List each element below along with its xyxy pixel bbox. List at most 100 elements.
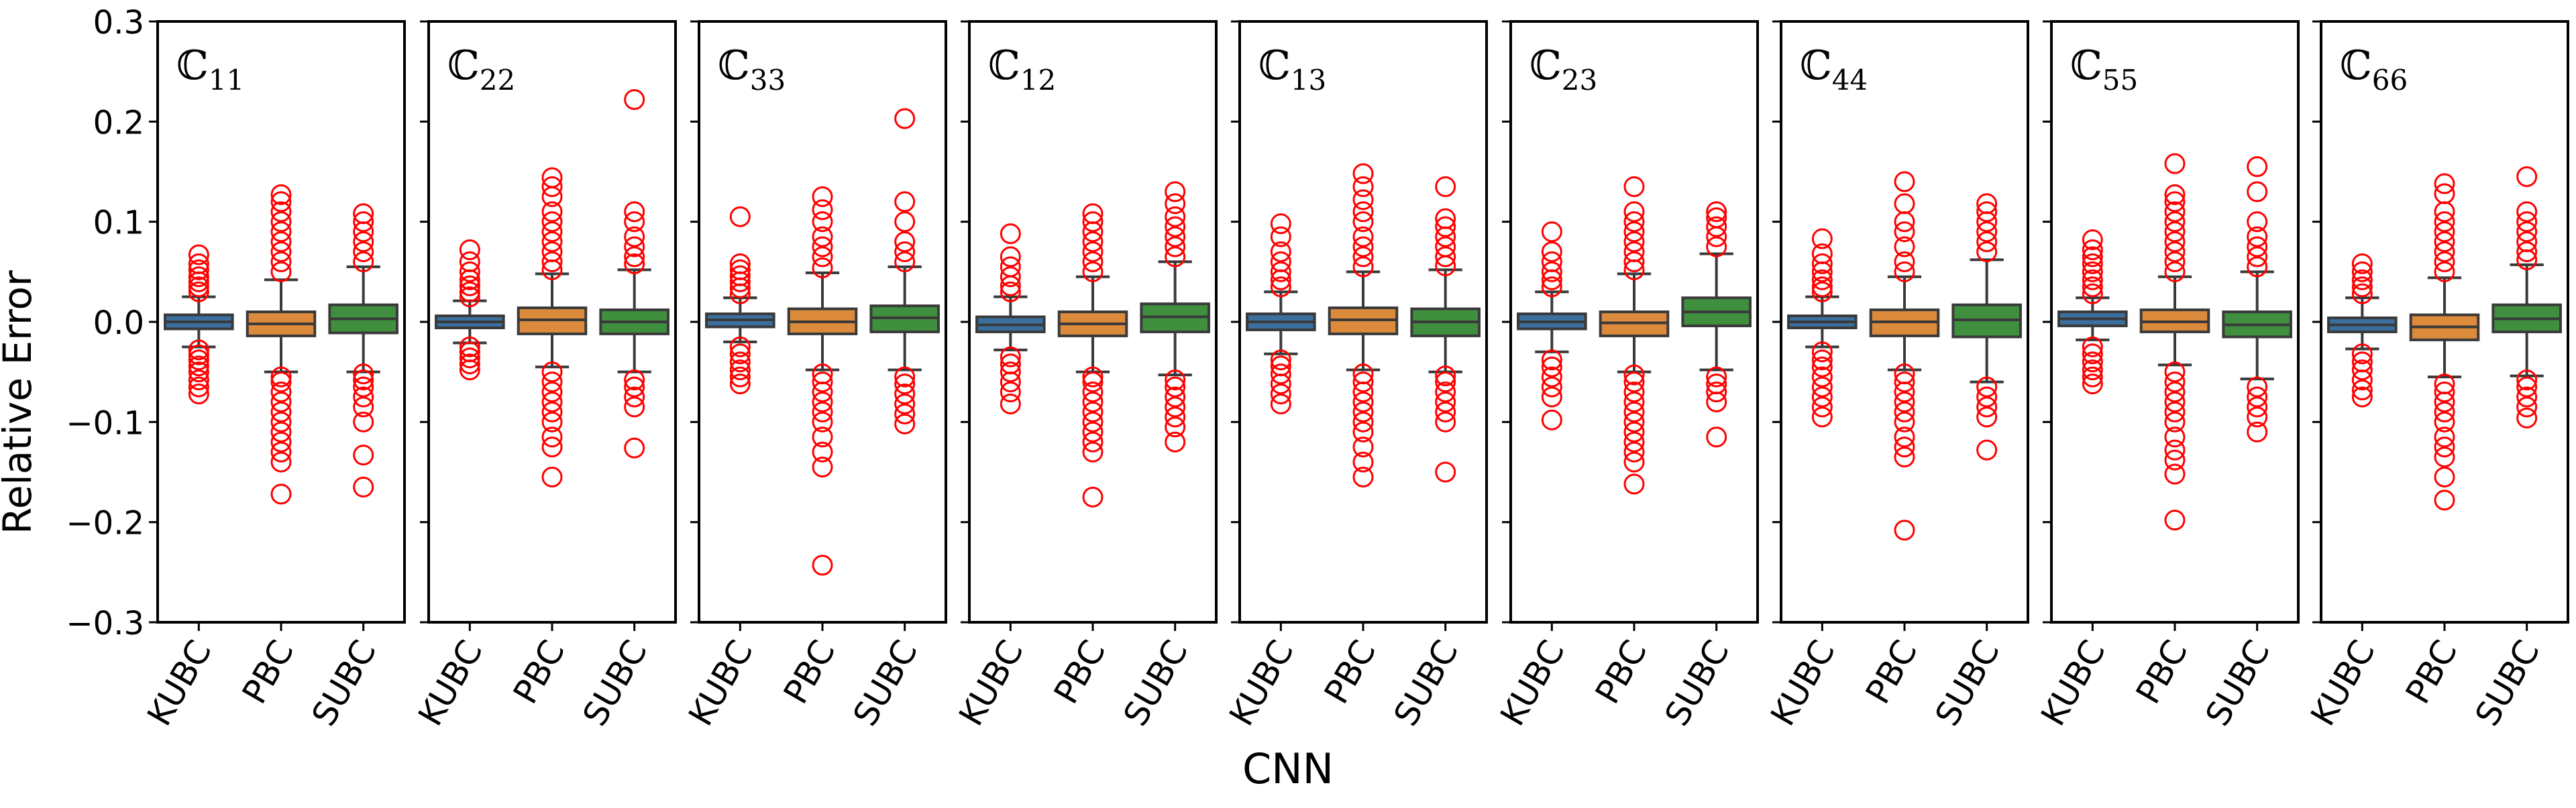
outlier-point [1623,211,1645,233]
outlier-point [2082,246,2103,268]
x-tick-label: PBC [2398,634,2465,710]
outlier-point [2082,366,2103,388]
outlier-point [353,363,374,385]
outlier-point [1623,382,1645,403]
outlier-point [1082,401,1104,422]
outlier-point [2082,239,2103,260]
outlier-point [2434,231,2455,253]
outlier-point [2434,261,2455,282]
outlier-point [1894,221,1915,243]
outlier-point [2082,373,2103,395]
outlier-point [1706,426,1727,448]
outlier-point [1352,226,1374,247]
outlier-point [1082,371,1104,393]
outlier-point [2164,382,2186,403]
outlier-point [894,211,916,233]
outlier-point [1082,261,1104,282]
outlier-point [2434,401,2455,422]
outlier-point [1811,366,1833,388]
outlier-point [1352,256,1374,278]
outlier-point [624,437,645,459]
outlier-point [2516,386,2538,408]
outlier-point [812,426,833,448]
outlier-point [1811,376,1833,398]
outlier-point [541,466,563,487]
outlier-point [2164,411,2186,432]
outlier-point [1270,363,1291,385]
outlier-point [1541,376,1562,398]
outlier-point [1623,401,1645,422]
x-tick-label: SUBC [304,634,384,732]
outlier-point [2164,371,2186,393]
panel-title: ℂ66 [2340,42,2408,97]
box-pbc [787,186,858,576]
panel-title-subscript: 11 [209,64,244,97]
outlier-point [1811,386,1833,408]
outlier-point [2434,183,2455,205]
outlier-point [894,231,916,253]
outlier-point [2164,251,2186,272]
outlier-point [353,251,374,272]
outlier-point [2164,153,2186,174]
y-tick-label: 0.0 [93,304,144,342]
x-tick-label: SUBC [1657,634,1737,732]
outlier-point [270,441,292,463]
outlier-point [729,366,751,388]
outlier-point [1706,216,1727,237]
outlier-point [624,236,645,257]
outlier-point [1811,356,1833,378]
outlier-point [270,261,292,282]
outlier-point [729,351,751,373]
box-subc [328,203,398,498]
outlier-point [353,396,374,418]
panel-title-subscript: 12 [1020,64,1056,97]
outlier-point [2247,156,2268,178]
outlier-point [1082,431,1104,453]
outlier-point [1976,439,1998,461]
outlier-point [188,253,209,274]
outlier-point [2516,376,2538,398]
outlier-point [270,201,292,223]
outlier-point [1541,251,1562,272]
y-tick-label: −0.3 [66,605,144,642]
outlier-point [270,191,292,213]
outlier-point [2351,261,2373,282]
outlier-point [1894,193,1915,215]
box-kubc [2327,253,2398,408]
outlier-point [1894,236,1915,257]
x-tick-label: SUBC [1386,634,1466,732]
outlier-point [2082,253,2103,274]
outlier-point [729,343,751,365]
outlier-point [812,441,833,463]
outlier-point [2247,421,2268,443]
outlier-point [1435,176,1456,197]
outlier-point [2516,166,2538,187]
outlier-point [1082,366,1104,388]
outlier-point [2247,396,2268,418]
outlier-point [1976,376,1998,398]
outlier-point [1435,216,1456,237]
outlier-point [1623,241,1645,262]
outlier-point [812,391,833,412]
outlier-point [1623,364,1645,386]
outlier-point [1811,243,1833,264]
outlier-point [1976,386,1998,408]
outlier-point [1811,228,1833,249]
outlier-point [2516,201,2538,223]
outlier-point [1435,246,1456,268]
outlier-point [353,241,374,262]
outlier-point [1082,391,1104,412]
outlier-point [1976,221,1998,243]
outlier-point [812,401,833,422]
outlier-point [2516,211,2538,233]
x-tick-label: KUBC [411,634,490,732]
outlier-point [1352,391,1374,412]
outlier-point [2082,359,2103,381]
box-kubc [1517,221,1587,430]
outlier-point [1435,365,1456,387]
outlier-point [2164,361,2186,383]
outlier-point [1270,226,1291,247]
outlier-point [1082,411,1104,432]
outlier-point [812,457,833,478]
